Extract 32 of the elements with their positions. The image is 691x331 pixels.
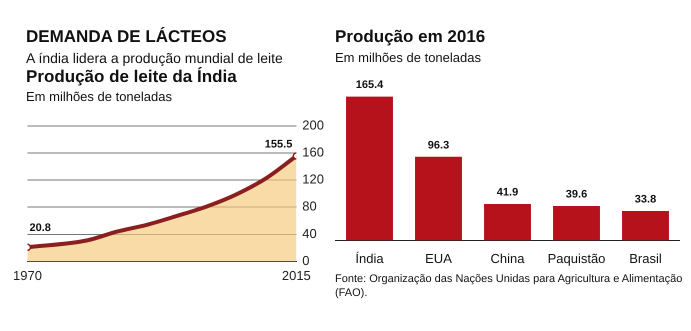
y-tick-label: 80 — [302, 198, 317, 214]
bar — [346, 96, 393, 240]
text: DEMANDA DE LÁCTEOS — [26, 27, 227, 47]
bar — [484, 204, 531, 240]
data-label: 20.8 — [29, 222, 51, 234]
y-tick-label: 40 — [302, 226, 317, 241]
data-label: 96.3 — [428, 139, 450, 152]
bar — [415, 156, 462, 240]
data-label: 165.4 — [356, 79, 384, 92]
data-label: 33.8 — [634, 194, 656, 206]
x-tick-label: 2015 — [282, 268, 311, 283]
text: A índia lidera a produção mundial de leite — [26, 50, 283, 66]
bar — [553, 206, 600, 240]
source-note: Fonte: Organização das Nações Unidas para Agricultura e Alimentação (FAO). — [335, 272, 684, 300]
chart-subtitle: Em milhões de toneladas — [335, 50, 481, 65]
x-tick-label: EUA — [425, 250, 452, 266]
chart-title: Produção de leite da Índia — [26, 67, 237, 87]
chart-subtitle: Em milhões de toneladas — [26, 89, 172, 104]
bar — [622, 211, 669, 240]
data-label: 39.6 — [566, 188, 588, 201]
data-label: 41.9 — [496, 186, 518, 199]
x-tick-label: Índia — [355, 250, 384, 266]
y-tick-label: 160 — [302, 144, 324, 160]
data-label: 155.5 — [264, 138, 292, 150]
x-tick-label: China — [490, 250, 526, 266]
x-tick-label: 1970 — [13, 268, 42, 283]
y-tick-label: 120 — [302, 172, 324, 187]
y-tick-label: 200 — [302, 117, 324, 132]
x-tick-label: Brasil — [629, 250, 662, 266]
chart-title: Produção em 2016 — [335, 27, 486, 47]
y-tick-label: 0 — [302, 252, 310, 268]
x-tick-label: Paquistão — [548, 250, 606, 266]
